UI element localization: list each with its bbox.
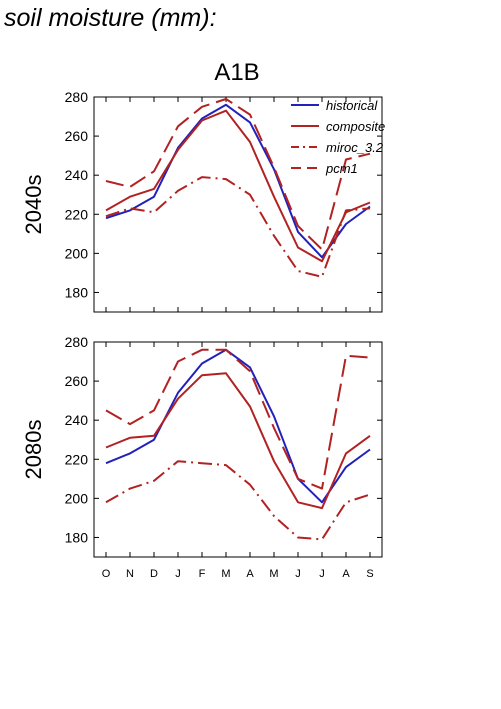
panels: 180 200 220 240 260 280 2040s historical composi… — [21, 89, 385, 580]
y-tick-label: 260 — [65, 373, 89, 389]
legend-label-miroc_3.2: miroc_3.2 — [326, 140, 384, 155]
y-tick-label: 220 — [65, 206, 89, 222]
panel-label-2080s: 2080s — [21, 420, 46, 480]
plot-frame — [93, 341, 383, 558]
x-tick-label: O — [102, 568, 111, 580]
y-tick-label: 200 — [65, 245, 89, 261]
plot-frame — [93, 96, 383, 313]
x-tick-label: J — [175, 568, 181, 580]
legend-label-pcm1: pcm1 — [325, 161, 358, 176]
series-line-historical — [105, 348, 371, 504]
legend-label-composite: composite — [326, 119, 385, 134]
scenario-title: A1B — [214, 59, 259, 86]
x-tick-label: J — [295, 568, 301, 580]
y-tick-label: 280 — [65, 334, 89, 350]
y-tick-label: 200 — [65, 490, 89, 506]
panel-2040s: 180 200 220 240 260 280 2040s historical composi… — [21, 89, 385, 313]
x-tick-label: J — [319, 568, 325, 580]
series-line-pcm1 — [105, 98, 371, 251]
panel-label-2040s: 2040s — [21, 175, 46, 235]
y-tick-label: 180 — [65, 529, 89, 545]
x-tick-label: N — [126, 568, 134, 580]
y-tick-label: 260 — [65, 128, 89, 144]
y-tick-label: 240 — [65, 412, 89, 428]
x-tick-label: D — [150, 568, 158, 580]
page-title: soil moisture (mm): — [4, 4, 217, 32]
x-tick-label: M — [269, 568, 278, 580]
x-tick-label: S — [366, 568, 373, 580]
x-tick-label: A — [342, 568, 350, 580]
legend-label-historical: historical — [326, 98, 378, 113]
x-tick-label: M — [221, 568, 230, 580]
series-line-composite — [105, 109, 371, 263]
legend: historical composite miroc_3.2 pcm1 — [291, 98, 385, 176]
x-tick-label: A — [246, 568, 254, 580]
y-tick-label: 180 — [65, 284, 89, 300]
y-tick-label: 220 — [65, 451, 89, 467]
y-tick-label: 240 — [65, 167, 89, 183]
x-tick-label: F — [199, 568, 206, 580]
series-line-composite — [105, 372, 371, 510]
panel-2080s: 180 200 220 240 260 280 O N D J F M A M J J A S 2080s — [21, 334, 383, 580]
series-line-miroc_3.2 — [105, 176, 371, 278]
series-line-pcm1 — [105, 348, 371, 490]
series-line-miroc_3.2 — [105, 460, 371, 541]
y-tick-label: 280 — [65, 89, 89, 105]
